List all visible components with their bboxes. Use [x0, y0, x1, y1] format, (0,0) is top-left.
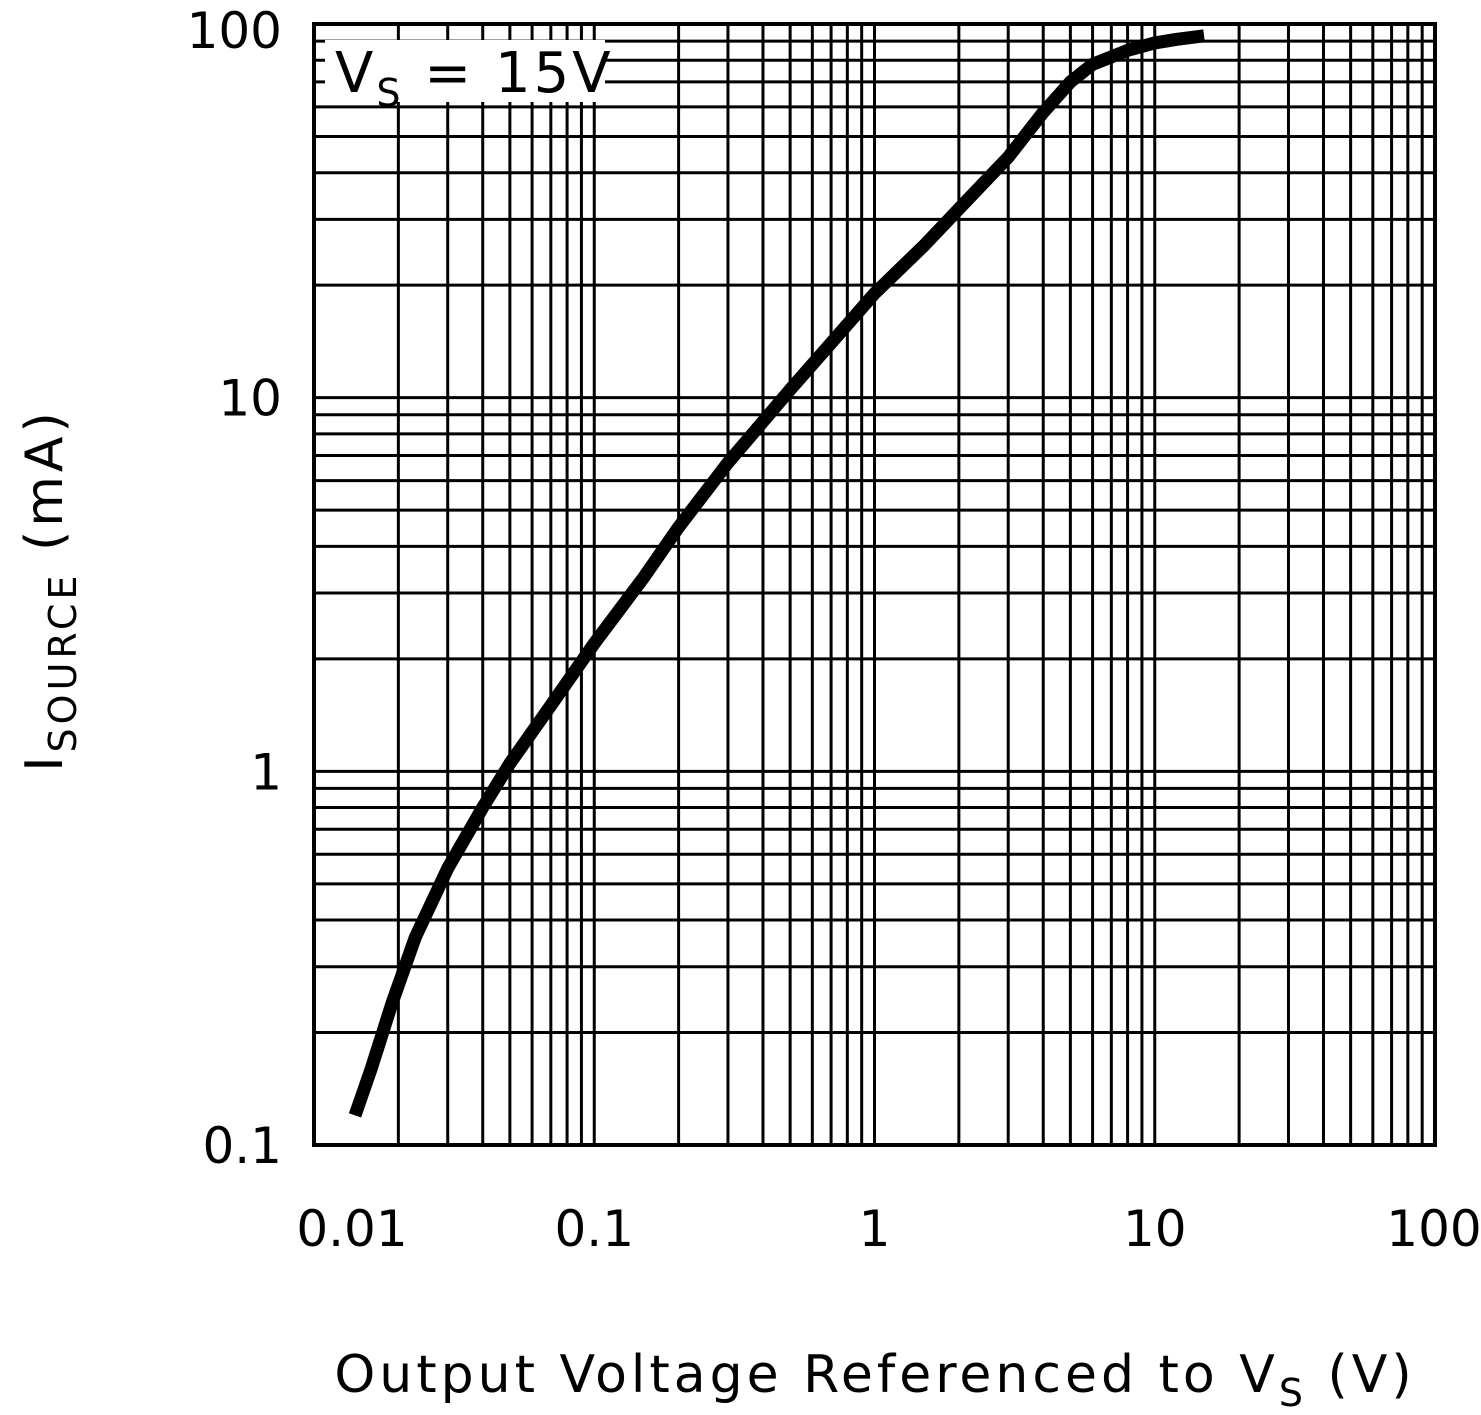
x-tick-label: 1 [859, 1200, 891, 1258]
y-tick-label: 100 [187, 2, 282, 60]
y-tick-labels: 0.1 1 10 100 [187, 2, 282, 1175]
x-tick-label: 0.1 [554, 1200, 634, 1258]
grid [312, 22, 1437, 1147]
x-tick-label: 0.01 [296, 1200, 407, 1258]
plot-frame [312, 22, 1437, 1147]
x-tick-labels: 0.01 0.1 1 10 100 [296, 1200, 1481, 1258]
annotation: VS = 15V [335, 41, 614, 115]
series [348, 29, 1205, 1118]
annotation-background [325, 40, 605, 102]
y-axis-label: ISOURCE (mA) [15, 408, 85, 772]
y-tick-label: 1 [250, 743, 282, 801]
x-tick-label: 10 [1123, 1200, 1187, 1258]
series-line [348, 29, 1205, 1118]
x-tick-label: 100 [1386, 1200, 1481, 1258]
y-tick-label: 0.1 [202, 1117, 282, 1175]
x-axis-label: Output Voltage Referenced to VS (V) [334, 1345, 1415, 1415]
y-tick-label: 10 [218, 370, 282, 428]
